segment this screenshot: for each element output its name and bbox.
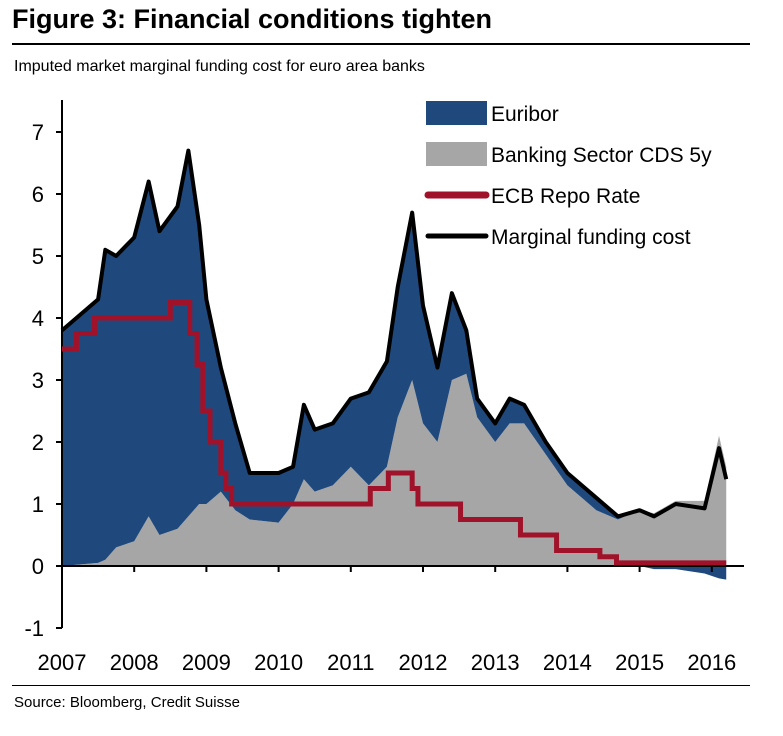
legend-swatch-euribor	[426, 101, 487, 125]
x-tick-label: 2008	[110, 650, 159, 675]
y-tick-label: 2	[32, 430, 44, 455]
source-rule	[12, 685, 750, 686]
legend-label-cds: Banking Sector CDS 5y	[491, 144, 712, 167]
x-tick-label: 2009	[182, 650, 231, 675]
title-rule	[12, 43, 750, 45]
y-tick-label: 0	[32, 554, 44, 579]
cds-area	[62, 373, 727, 566]
y-tick-label: 6	[32, 182, 44, 207]
euribor-negative-area	[62, 566, 727, 580]
y-tick-label: 3	[32, 368, 44, 393]
y-tick-label: 1	[32, 492, 44, 517]
figure-title: Figure 3: Financial conditions tighten	[12, 4, 493, 34]
x-tick-label: 2007	[38, 650, 87, 675]
x-tick-label: 2011	[327, 650, 374, 675]
source-note: Source: Bloomberg, Credit Suisse	[14, 694, 240, 711]
x-tick-label: 2015	[615, 650, 664, 675]
euribor-area	[62, 150, 727, 566]
x-tick-label: 2013	[471, 650, 520, 675]
legend-swatch-cds	[426, 142, 487, 166]
y-tick-label: 5	[32, 244, 44, 269]
legend-label-repo: ECB Repo Rate	[491, 185, 640, 208]
x-tick-label: 2016	[687, 650, 736, 675]
y-tick-label: -1	[24, 616, 44, 641]
legend-label-euribor: Euribor	[491, 103, 559, 126]
ecb-repo-rate-line	[62, 300, 727, 566]
legend-label-total: Marginal funding cost	[491, 226, 691, 249]
x-tick-label: 2014	[543, 650, 592, 675]
y-tick-label: 4	[32, 306, 44, 331]
x-tick-label: 2010	[254, 650, 303, 675]
marginal-funding-cost-line	[60, 148, 729, 519]
figure-subtitle: Imputed market marginal funding cost for…	[14, 58, 425, 75]
x-tick-label: 2012	[399, 650, 448, 675]
y-tick-label: 7	[32, 120, 44, 145]
